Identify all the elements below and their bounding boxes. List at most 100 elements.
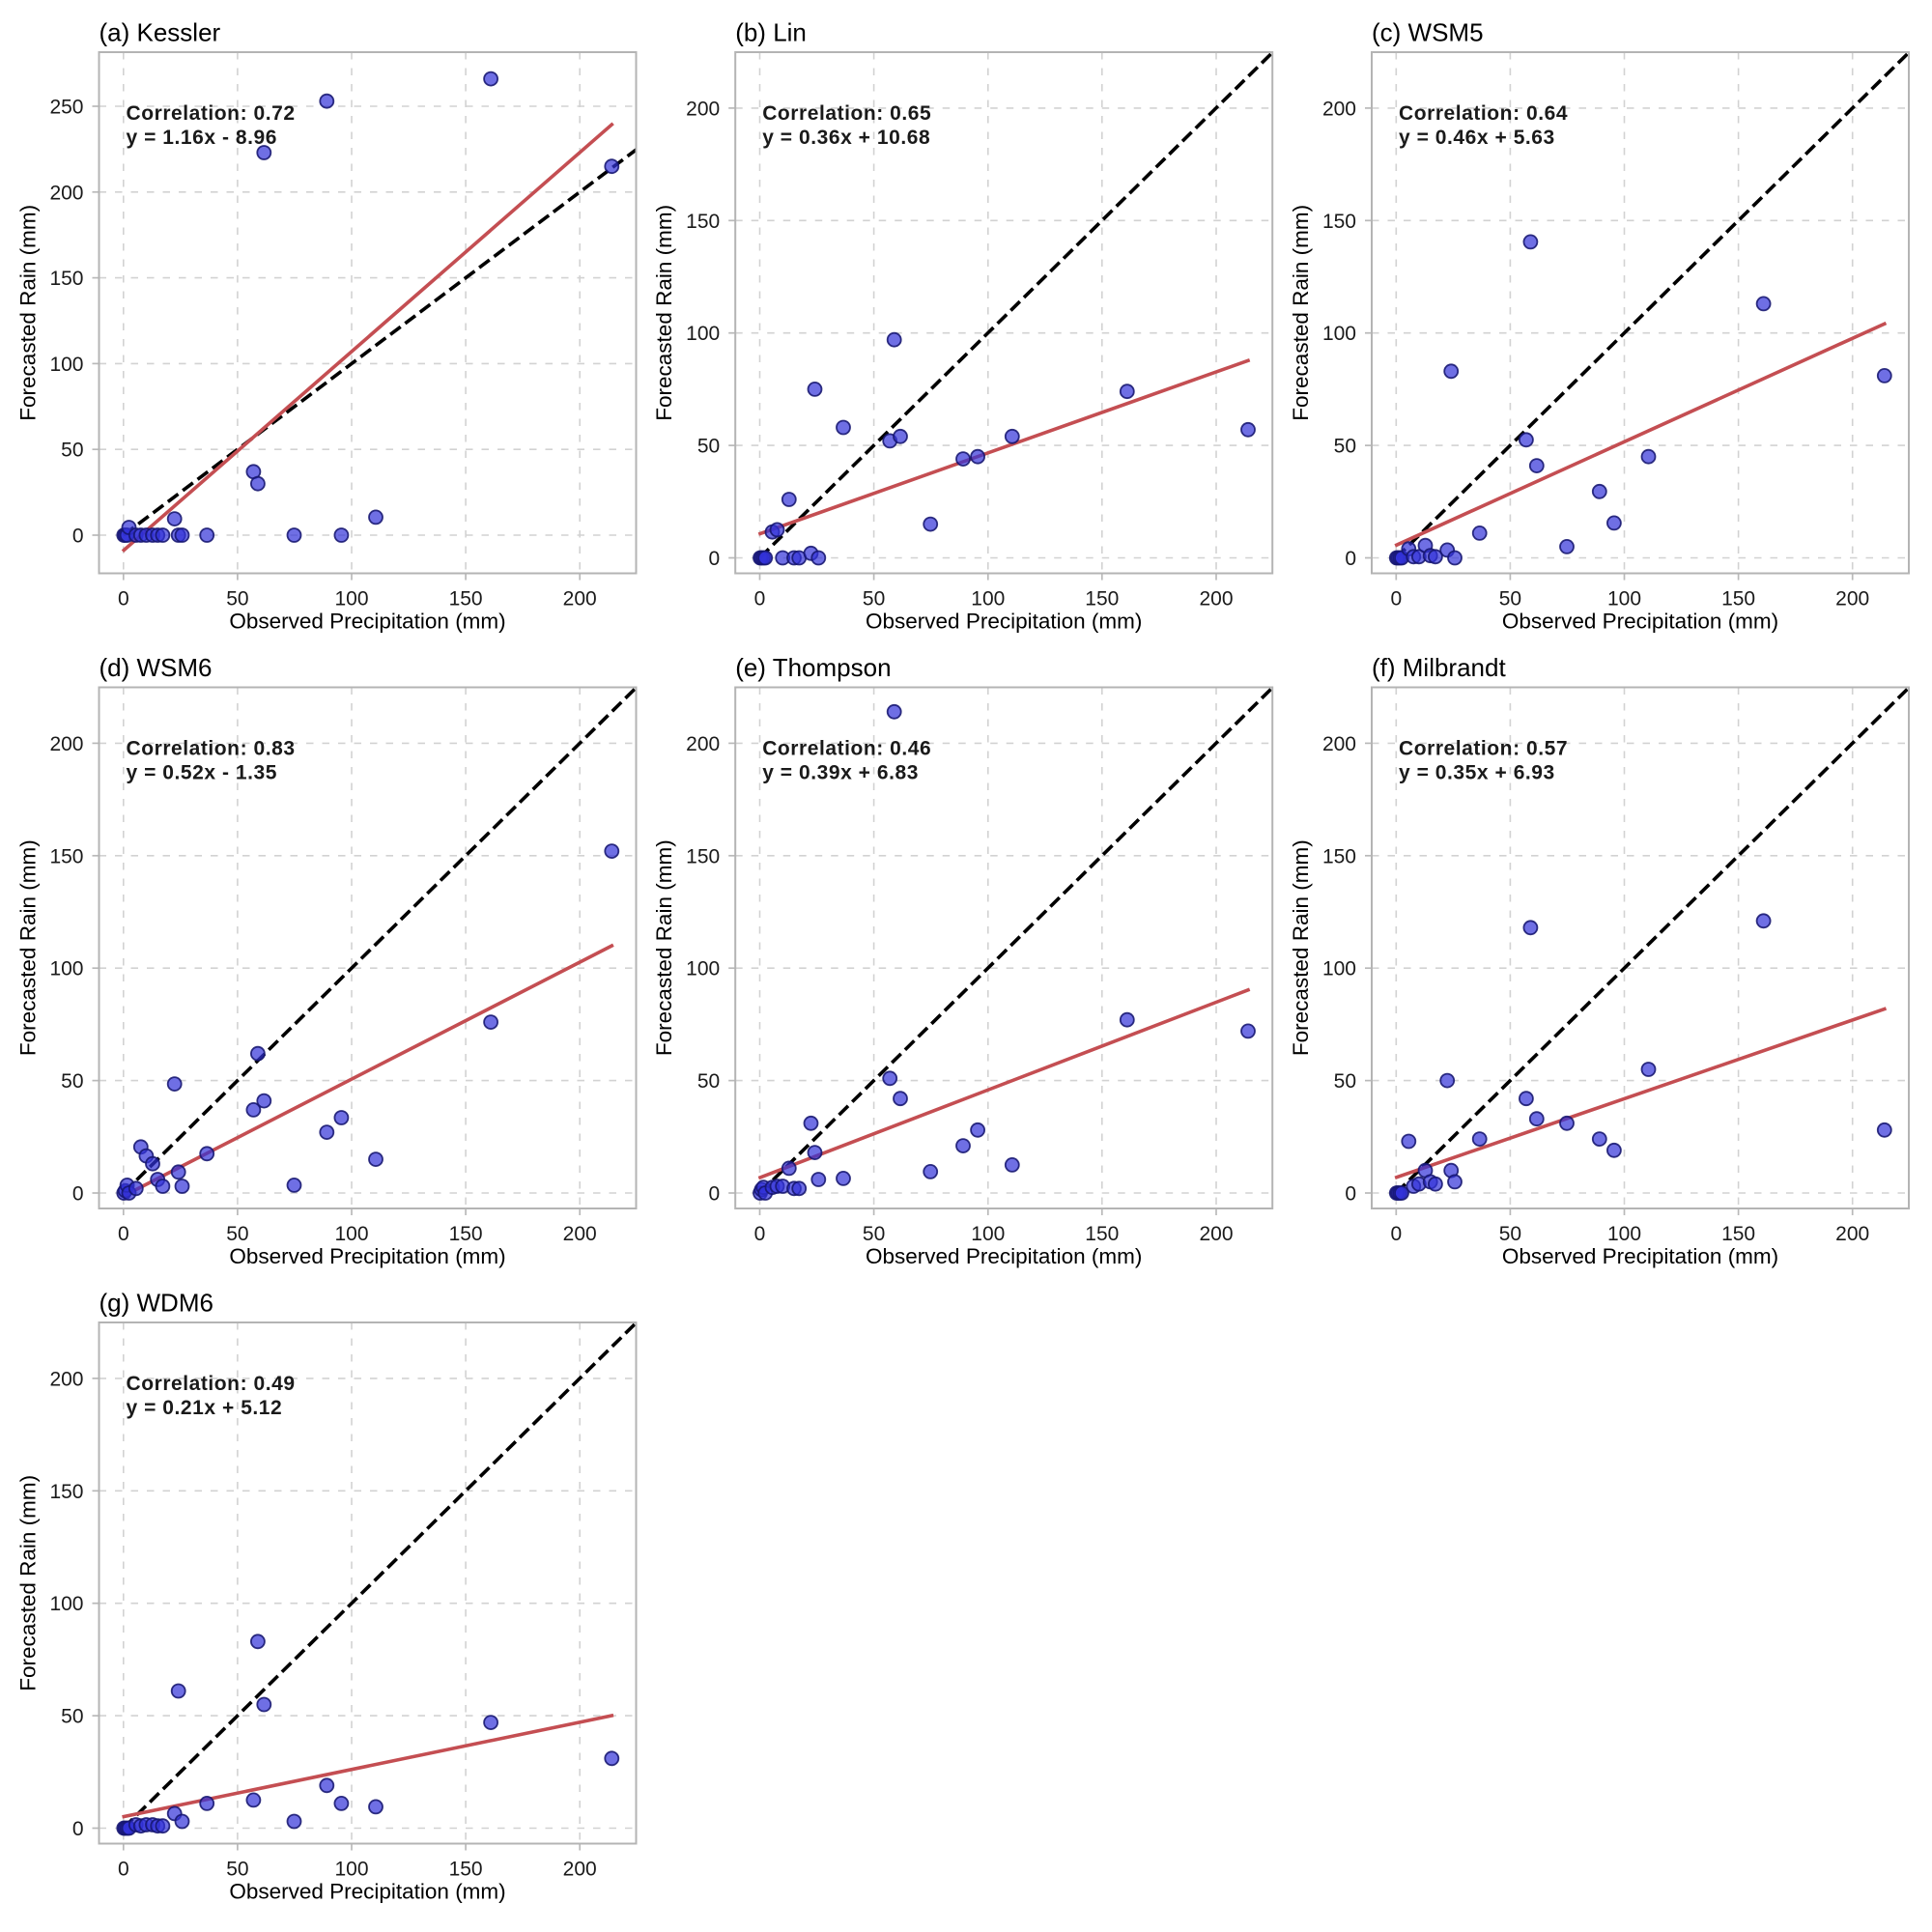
- svg-text:(f) Milbrandt: (f) Milbrandt: [1372, 653, 1506, 682]
- svg-text:Correlation: 0.46: Correlation: 0.46: [762, 738, 931, 760]
- svg-text:150: 150: [1721, 1223, 1755, 1245]
- svg-text:50: 50: [1334, 1070, 1356, 1093]
- svg-text:50: 50: [1499, 588, 1521, 611]
- svg-text:200: 200: [1322, 98, 1356, 120]
- svg-text:y = 0.46x + 5.63: y = 0.46x + 5.63: [1399, 127, 1555, 149]
- svg-text:0: 0: [754, 588, 766, 611]
- svg-text:Correlation: 0.72: Correlation: 0.72: [127, 102, 296, 125]
- svg-text:200: 200: [49, 733, 83, 755]
- svg-text:200: 200: [1322, 733, 1356, 755]
- svg-text:0: 0: [1390, 1223, 1402, 1245]
- svg-text:150: 150: [1322, 211, 1356, 233]
- svg-text:150: 150: [1085, 588, 1119, 611]
- svg-text:Forecasted Rain (mm): Forecasted Rain (mm): [1289, 205, 1313, 421]
- svg-text:(c) WSM5: (c) WSM5: [1372, 18, 1484, 47]
- svg-text:Forecasted Rain (mm): Forecasted Rain (mm): [652, 839, 676, 1056]
- svg-text:100: 100: [49, 1593, 83, 1615]
- svg-text:100: 100: [49, 958, 83, 980]
- svg-text:50: 50: [61, 1706, 83, 1728]
- svg-text:0: 0: [1345, 1183, 1356, 1206]
- svg-text:50: 50: [226, 1859, 248, 1881]
- svg-text:Observed Precipitation (mm): Observed Precipitation (mm): [229, 1244, 505, 1268]
- svg-text:150: 150: [49, 1481, 83, 1503]
- svg-text:y = 0.36x + 10.68: y = 0.36x + 10.68: [762, 127, 930, 149]
- svg-text:Forecasted Rain (mm): Forecasted Rain (mm): [652, 205, 676, 421]
- svg-text:Correlation: 0.57: Correlation: 0.57: [1399, 738, 1568, 760]
- svg-text:Forecasted Rain (mm): Forecasted Rain (mm): [16, 839, 41, 1056]
- svg-text:0: 0: [709, 1183, 721, 1206]
- svg-text:Forecasted Rain (mm): Forecasted Rain (mm): [16, 1475, 41, 1691]
- svg-text:y = 0.52x - 1.35: y = 0.52x - 1.35: [127, 761, 278, 783]
- svg-text:150: 150: [1085, 1223, 1119, 1245]
- svg-text:150: 150: [686, 211, 720, 233]
- svg-text:y = 0.39x + 6.83: y = 0.39x + 6.83: [762, 761, 919, 783]
- svg-text:0: 0: [118, 1223, 129, 1245]
- svg-text:50: 50: [1499, 1223, 1521, 1245]
- svg-text:100: 100: [1607, 1223, 1641, 1245]
- svg-text:200: 200: [686, 733, 720, 755]
- svg-text:Observed Precipitation (mm): Observed Precipitation (mm): [866, 610, 1142, 634]
- svg-text:50: 50: [863, 588, 885, 611]
- svg-text:Observed Precipitation (mm): Observed Precipitation (mm): [1502, 1244, 1778, 1268]
- svg-text:50: 50: [697, 1070, 720, 1093]
- svg-text:0: 0: [754, 1223, 766, 1245]
- svg-text:150: 150: [49, 845, 83, 867]
- svg-text:100: 100: [1607, 588, 1641, 611]
- svg-text:100: 100: [686, 323, 720, 345]
- svg-text:(e) Thompson: (e) Thompson: [735, 653, 891, 682]
- svg-text:0: 0: [72, 1183, 84, 1206]
- svg-text:200: 200: [1835, 1223, 1869, 1245]
- svg-text:100: 100: [334, 1859, 368, 1881]
- svg-text:100: 100: [686, 958, 720, 980]
- svg-text:100: 100: [1322, 323, 1356, 345]
- svg-text:Correlation: 0.49: Correlation: 0.49: [127, 1373, 296, 1395]
- svg-text:Forecasted Rain (mm): Forecasted Rain (mm): [16, 205, 41, 421]
- svg-text:0: 0: [72, 1818, 84, 1840]
- svg-text:100: 100: [971, 1223, 1005, 1245]
- svg-text:150: 150: [49, 268, 83, 290]
- svg-text:150: 150: [1322, 845, 1356, 867]
- svg-text:250: 250: [49, 97, 83, 119]
- svg-text:Forecasted Rain (mm): Forecasted Rain (mm): [1289, 839, 1313, 1056]
- svg-text:100: 100: [49, 354, 83, 376]
- svg-text:200: 200: [563, 588, 597, 611]
- svg-text:0: 0: [118, 1859, 129, 1881]
- svg-text:y = 0.35x + 6.93: y = 0.35x + 6.93: [1399, 761, 1555, 783]
- svg-text:Correlation: 0.64: Correlation: 0.64: [1399, 102, 1568, 125]
- svg-text:(a) Kessler: (a) Kessler: [99, 18, 221, 47]
- svg-text:50: 50: [61, 440, 83, 462]
- svg-text:150: 150: [686, 845, 720, 867]
- svg-text:100: 100: [1322, 958, 1356, 980]
- svg-text:Correlation: 0.83: Correlation: 0.83: [127, 738, 296, 760]
- svg-text:50: 50: [1334, 436, 1356, 458]
- svg-text:0: 0: [72, 526, 84, 548]
- svg-text:50: 50: [226, 1223, 248, 1245]
- svg-text:200: 200: [1835, 588, 1869, 611]
- svg-text:200: 200: [1199, 1223, 1233, 1245]
- svg-text:50: 50: [61, 1070, 83, 1093]
- svg-text:Correlation: 0.65: Correlation: 0.65: [762, 102, 931, 125]
- svg-text:0: 0: [709, 548, 721, 570]
- svg-text:150: 150: [449, 1859, 483, 1881]
- svg-text:(d) WSM6: (d) WSM6: [99, 653, 213, 682]
- svg-text:Observed Precipitation (mm): Observed Precipitation (mm): [866, 1244, 1142, 1268]
- svg-text:200: 200: [49, 182, 83, 204]
- svg-text:50: 50: [697, 436, 720, 458]
- svg-text:100: 100: [971, 588, 1005, 611]
- svg-text:50: 50: [226, 588, 248, 611]
- svg-text:200: 200: [1199, 588, 1233, 611]
- svg-text:(b) Lin: (b) Lin: [735, 18, 807, 47]
- svg-text:y = 1.16x - 8.96: y = 1.16x - 8.96: [127, 127, 278, 149]
- svg-text:0: 0: [1390, 588, 1402, 611]
- svg-text:Observed Precipitation (mm): Observed Precipitation (mm): [229, 610, 505, 634]
- svg-text:0: 0: [118, 588, 129, 611]
- svg-text:150: 150: [449, 1223, 483, 1245]
- svg-text:Observed Precipitation (mm): Observed Precipitation (mm): [229, 1880, 505, 1904]
- svg-text:(g) WDM6: (g) WDM6: [99, 1289, 213, 1318]
- svg-text:100: 100: [334, 1223, 368, 1245]
- svg-text:200: 200: [563, 1223, 597, 1245]
- svg-text:Observed Precipitation (mm): Observed Precipitation (mm): [1502, 610, 1778, 634]
- svg-text:150: 150: [449, 588, 483, 611]
- svg-text:y = 0.21x + 5.12: y = 0.21x + 5.12: [127, 1397, 283, 1419]
- svg-text:200: 200: [49, 1368, 83, 1390]
